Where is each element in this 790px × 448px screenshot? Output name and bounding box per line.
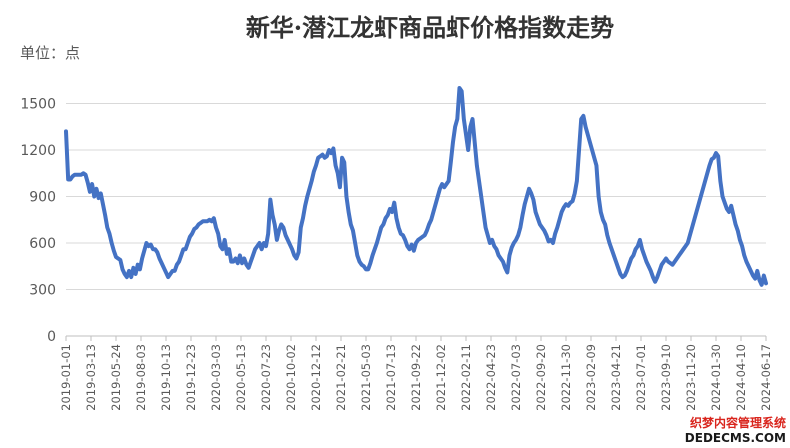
y-tick-label: 300 <box>29 283 56 299</box>
x-tick-label: 2021-09-22 <box>409 344 423 411</box>
x-tick-label: 2022-09-20 <box>534 344 548 411</box>
x-tick-label: 2020-12-12 <box>309 344 323 411</box>
x-axis-ticks: 2019-01-01 2019-03-13 2019-05-24 2019-08-03… <box>59 336 773 411</box>
x-tick-label: 2020-07-23 <box>259 344 273 411</box>
x-tick-label: 2023-11-20 <box>684 344 698 411</box>
y-tick-label: 900 <box>29 190 56 206</box>
x-tick-label: 2019-12-23 <box>184 344 198 411</box>
series-line-0 <box>64 86 768 287</box>
series-layer <box>64 86 768 287</box>
x-tick-label: 2019-01-01 <box>59 344 73 411</box>
x-tick-label: 2020-03-03 <box>209 344 223 411</box>
x-tick-label: 2021-07-13 <box>384 344 398 411</box>
x-tick-label: 2024-04-10 <box>734 344 748 411</box>
unit-label: 单位：点 <box>20 44 80 62</box>
x-tick-label: 2023-04-21 <box>609 344 623 411</box>
x-tick-label: 2022-07-03 <box>509 344 523 411</box>
y-tick-label: 0 <box>47 329 56 345</box>
watermark-line1: 织梦内容管理系统 <box>690 415 786 430</box>
x-tick-label: 2019-05-24 <box>109 344 123 411</box>
x-tick-label: 2022-04-23 <box>484 344 498 411</box>
x-tick-label: 2024-06-17 <box>759 344 773 411</box>
x-tick-label: 2023-09-10 <box>659 344 673 411</box>
y-axis-ticks: 0 300 600 900 1200 1500 <box>20 97 56 346</box>
x-tick-label: 2020-10-02 <box>284 344 298 411</box>
x-tick-label: 2021-12-02 <box>434 344 448 411</box>
x-tick-label: 2024-01-30 <box>709 344 723 411</box>
x-tick-label: 2022-02-11 <box>459 344 473 411</box>
y-tick-label: 1200 <box>20 143 56 159</box>
watermark-line2: DEDECMS.COM <box>685 431 786 445</box>
x-tick-label: 2022-11-30 <box>559 344 573 411</box>
x-tick-label: 2023-07-01 <box>634 344 648 411</box>
chart-title: 新华·潜江龙虾商品虾价格指数走势 <box>246 13 614 42</box>
x-tick-label: 2021-02-21 <box>334 344 348 411</box>
x-tick-label: 2021-05-03 <box>359 344 373 411</box>
x-tick-label: 2019-10-13 <box>159 344 173 411</box>
x-tick-label: 2020-05-13 <box>234 344 248 411</box>
y-tick-label: 1500 <box>20 97 56 113</box>
y-tick-label: 600 <box>29 236 56 252</box>
x-tick-label: 2019-08-03 <box>134 344 148 411</box>
x-tick-label: 2019-03-13 <box>84 344 98 411</box>
gridlines <box>66 103 766 290</box>
x-tick-label: 2023-02-09 <box>584 344 598 411</box>
